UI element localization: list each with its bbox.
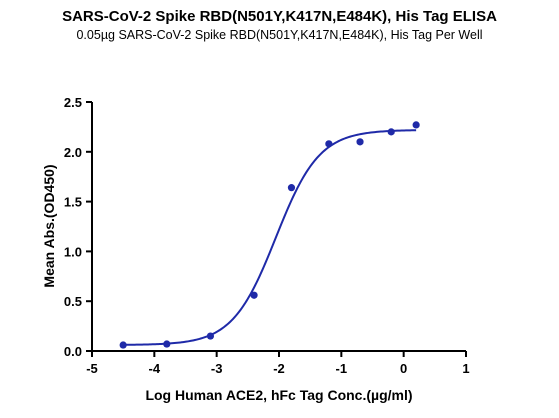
data-point bbox=[119, 341, 127, 349]
data-point bbox=[387, 128, 395, 136]
y-tick-label: 1.0 bbox=[64, 244, 82, 259]
data-point bbox=[206, 332, 215, 340]
y-tick-label: 0.0 bbox=[64, 344, 82, 359]
x-tick-label: -2 bbox=[273, 361, 285, 376]
data-point bbox=[325, 140, 333, 148]
x-tick-label: -1 bbox=[336, 361, 348, 376]
chart-title: SARS-CoV-2 Spike RBD(N501Y,K417N,E484K),… bbox=[62, 8, 497, 25]
y-tick-label: 2.0 bbox=[64, 145, 82, 160]
data-point bbox=[250, 291, 258, 299]
y-tick-label: 1.5 bbox=[64, 195, 82, 210]
data-point bbox=[412, 121, 420, 129]
data-point bbox=[356, 138, 364, 146]
x-tick-label: -5 bbox=[86, 361, 98, 376]
data-point bbox=[287, 184, 296, 192]
y-tick-label: 0.5 bbox=[64, 294, 82, 309]
x-tick-label: 1 bbox=[462, 361, 469, 376]
y-axis-label: Mean Abs.(OD450) bbox=[41, 164, 57, 287]
chart-subtitle: 0.05µg SARS-CoV-2 Spike RBD(N501Y,K417N,… bbox=[76, 28, 483, 42]
x-tick-label: -3 bbox=[211, 361, 223, 376]
x-axis-label: Log Human ACE2, hFc Tag Conc.(µg/ml) bbox=[145, 387, 412, 403]
x-tick-label: 0 bbox=[400, 361, 407, 376]
fit-curve-layer bbox=[123, 129, 417, 346]
x-tick-label: -4 bbox=[149, 361, 161, 376]
axes: -5 -4 -3 -2 -1 0 1 0.0 0.5 1.0 1.5 2.0 2.5 bbox=[64, 95, 470, 376]
fit-curve bbox=[123, 129, 417, 346]
y-tick-label: 2.5 bbox=[64, 95, 82, 110]
data-point bbox=[163, 340, 171, 348]
data-points-layer bbox=[119, 121, 420, 349]
